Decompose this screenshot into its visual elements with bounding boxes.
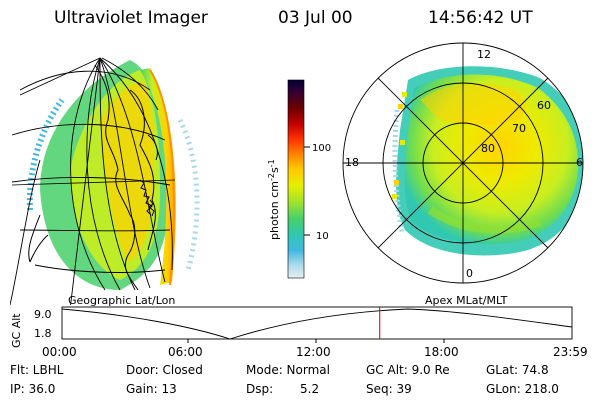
mlat-label-80: 80 bbox=[481, 142, 495, 155]
timeline-ytick-low: 1.8 bbox=[34, 327, 52, 340]
colorbar-tick-100: 100 bbox=[312, 143, 331, 154]
date-label: 03 Jul 00 bbox=[278, 8, 353, 28]
timeline-xtick: 06:00 bbox=[168, 345, 203, 359]
gain-label: Gain: 13 bbox=[126, 382, 177, 396]
mlat-label-70: 70 bbox=[512, 122, 526, 135]
mlt-label-18: 18 bbox=[345, 156, 359, 169]
timeline-xtick: 23:59 bbox=[553, 345, 588, 359]
glat-label: GLat: 74.8 bbox=[486, 363, 549, 377]
filter-label: Flt: LBHL bbox=[10, 363, 64, 377]
altitude-timeline bbox=[61, 306, 573, 343]
time-label: 14:56:42 UT bbox=[428, 8, 533, 28]
colorbar-unit-label: photon cm-2s-1 bbox=[267, 159, 281, 240]
mode-label: Mode: Normal bbox=[246, 363, 330, 377]
ip-label: IP: 36.0 bbox=[10, 382, 56, 396]
mlt-label-6: 6 bbox=[576, 156, 583, 169]
geographic-image bbox=[26, 60, 200, 290]
colorbar-tick-10: 10 bbox=[316, 231, 329, 242]
apex-caption: Apex MLat/MLT bbox=[425, 294, 508, 307]
timeline-ylabel: GC Alt bbox=[10, 313, 23, 348]
polar-grid bbox=[342, 42, 584, 284]
mlat-label-60: 60 bbox=[537, 99, 551, 112]
reference-line bbox=[11, 179, 176, 186]
timeline-xtick: 00:00 bbox=[42, 345, 77, 359]
colorbar bbox=[287, 79, 310, 279]
door-label: Door: Closed bbox=[126, 363, 203, 377]
altitude-curve bbox=[61, 308, 573, 340]
instrument-title: Ultraviolet Imager bbox=[54, 8, 208, 28]
timeline-xtick: 12:00 bbox=[296, 345, 331, 359]
dsp-label: Dsp: bbox=[246, 382, 274, 396]
gc-alt-label: GC Alt: 9.0 Re bbox=[366, 363, 450, 377]
geographic-caption: Geographic Lat/Lon bbox=[68, 294, 175, 307]
glon-label: GLon: 218.0 bbox=[486, 382, 559, 396]
polar-image bbox=[392, 66, 583, 256]
mlt-label-0: 0 bbox=[466, 267, 473, 280]
dsp-value: 5.2 bbox=[300, 382, 320, 396]
mlt-label-12: 12 bbox=[477, 48, 491, 61]
globe-grid bbox=[10, 57, 173, 305]
timeline-ytick-high: 9.0 bbox=[34, 308, 52, 321]
coastline bbox=[28, 64, 158, 291]
timeline-xtick: 18:00 bbox=[424, 345, 459, 359]
seq-label: Seq: 39 bbox=[366, 382, 412, 396]
